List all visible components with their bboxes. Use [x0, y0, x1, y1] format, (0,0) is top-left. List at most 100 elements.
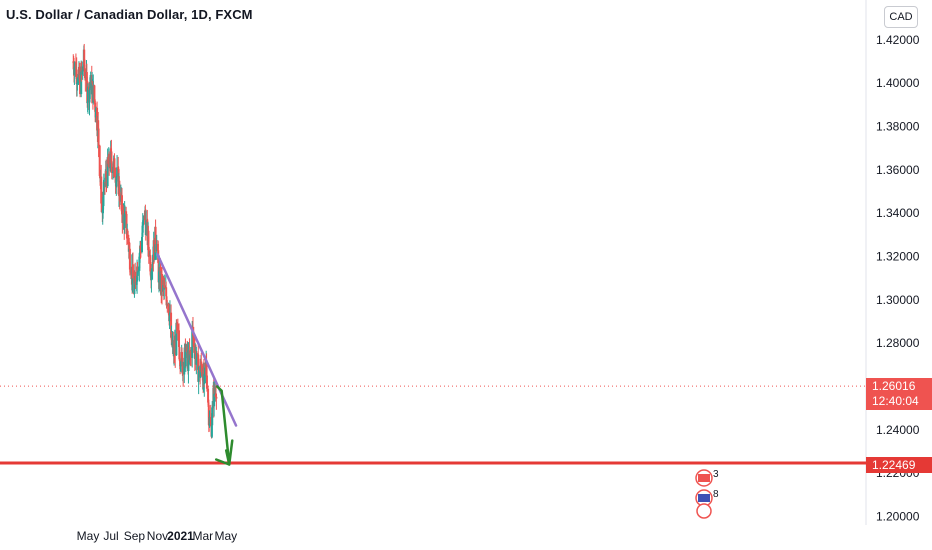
drawings: 38 [0, 253, 866, 519]
y-tick-label: 1.20000 [876, 510, 920, 524]
candle-body [183, 362, 186, 375]
candle-body [165, 296, 168, 306]
candle [116, 155, 119, 182]
candle [98, 144, 101, 179]
candle [163, 277, 166, 289]
x-tick-label: Mar [192, 529, 213, 543]
bar-countdown: 12:40:04 [872, 394, 919, 408]
candle [131, 252, 134, 279]
candle-body [108, 153, 111, 168]
candle-body [174, 342, 177, 356]
candle [176, 318, 179, 341]
candle [155, 234, 158, 260]
candle [211, 401, 214, 438]
candle-body [150, 271, 153, 281]
candle-body [199, 370, 202, 378]
projection-arrowhead [214, 449, 231, 466]
candle-body [127, 237, 130, 252]
candle [150, 268, 153, 293]
candle-body [200, 365, 203, 372]
candle-body [73, 62, 76, 68]
candle [215, 393, 218, 410]
candle-body [168, 312, 171, 316]
candle [208, 410, 211, 428]
candle [182, 362, 185, 387]
candle-body [158, 267, 161, 272]
candle [121, 209, 124, 234]
candle-body [149, 255, 152, 272]
event-count: 3 [713, 469, 719, 480]
candle-body [157, 271, 160, 283]
candle-body [155, 244, 158, 251]
candle [118, 183, 121, 210]
event-marker-us: 8 [695, 489, 719, 507]
candle-body [181, 352, 184, 358]
candle [126, 228, 129, 245]
last-price-tag: 1.26016 12:40:04 [866, 378, 932, 410]
candle [89, 71, 92, 88]
candle [79, 62, 82, 98]
candle [166, 300, 169, 313]
candle-body [170, 312, 173, 338]
currency-selector-button[interactable]: CAD [884, 6, 918, 28]
y-tick-label: 1.24000 [876, 423, 920, 437]
candle [200, 362, 203, 377]
candle-body [89, 87, 92, 89]
candle-body [93, 85, 96, 101]
candle-body [81, 70, 84, 72]
candle [87, 83, 89, 114]
y-tick-label: 1.42000 [876, 33, 920, 47]
candle-body [105, 177, 108, 187]
candle-body [75, 69, 78, 85]
candle-body [161, 274, 164, 292]
candle [102, 173, 105, 203]
candle-body [89, 75, 92, 88]
candle-body [175, 322, 178, 356]
support-price-tag: 1.22469 [866, 457, 932, 473]
candle-body [151, 264, 154, 272]
event-count: 8 [713, 489, 719, 500]
candle-body [192, 336, 195, 346]
candle [134, 262, 137, 277]
candle [108, 151, 111, 176]
candle [190, 346, 193, 367]
candle-body [215, 396, 218, 399]
candle-body [126, 230, 129, 238]
event-marker-extra [696, 503, 712, 519]
candle-body [98, 145, 101, 177]
x-tick-label: Jul [103, 529, 118, 543]
candle [147, 236, 150, 264]
x-tick-label: May [214, 529, 237, 543]
candle-body [142, 216, 145, 221]
candle-body [100, 176, 103, 204]
trendline [156, 253, 238, 427]
candle [137, 266, 140, 274]
candle-body [124, 211, 127, 214]
candle [134, 274, 137, 290]
y-tick-label: 1.40000 [876, 76, 920, 90]
candle-body [116, 167, 119, 177]
candle-body [213, 393, 216, 395]
candle [184, 343, 187, 372]
y-tick-label: 1.34000 [876, 206, 920, 220]
candle [94, 106, 97, 123]
candle-body [139, 248, 142, 253]
candle-body [96, 107, 99, 131]
candle-body [190, 350, 193, 358]
candle-body [207, 405, 210, 426]
candle-body [136, 272, 139, 276]
candle-body [85, 72, 88, 82]
candle-body [137, 270, 140, 273]
candle-body [102, 181, 105, 192]
y-tick-label: 1.30000 [876, 293, 920, 307]
candle-body [83, 49, 86, 65]
candle [139, 240, 142, 258]
candle-body [205, 375, 208, 389]
candle [97, 127, 100, 158]
candle-body [133, 282, 136, 294]
candle-body [92, 85, 95, 103]
candle [205, 364, 208, 392]
candle-body [191, 330, 194, 358]
candle-body [123, 213, 126, 228]
